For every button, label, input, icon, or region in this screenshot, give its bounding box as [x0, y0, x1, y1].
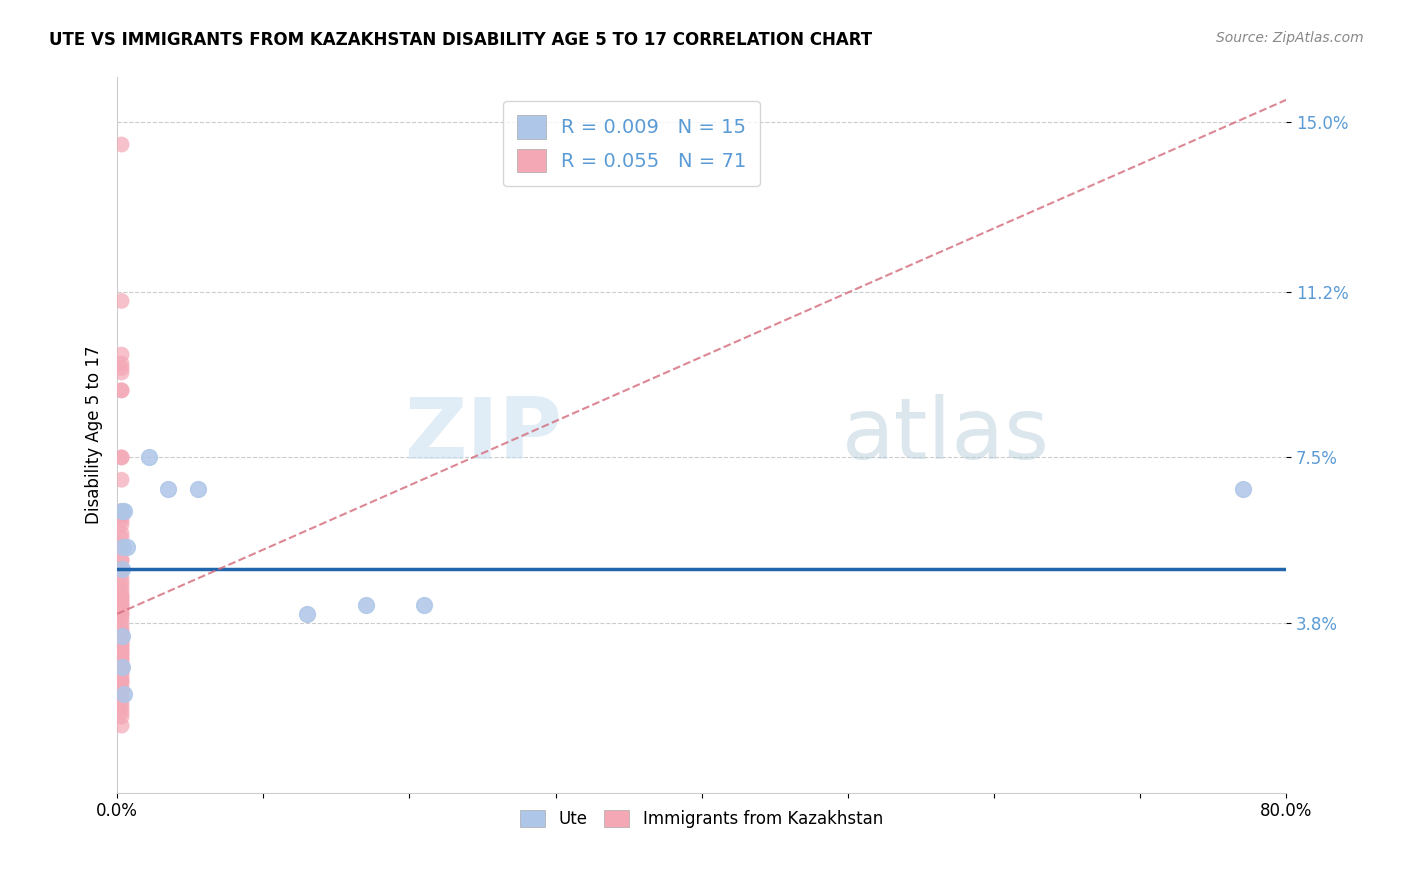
Point — [110, 562, 132, 576]
Point — [112, 540, 135, 554]
Point — [110, 602, 132, 616]
Point — [110, 540, 132, 554]
Point — [110, 553, 132, 567]
Point — [110, 660, 132, 674]
Point — [110, 660, 132, 674]
Text: ZIP: ZIP — [404, 393, 561, 476]
Point — [110, 642, 132, 657]
Point — [110, 593, 132, 607]
Point — [110, 504, 132, 518]
Point — [354, 598, 377, 612]
Point — [110, 709, 132, 723]
Point — [110, 611, 132, 625]
Point — [110, 633, 132, 648]
Point — [110, 580, 132, 594]
Point — [110, 687, 132, 701]
Point — [110, 682, 132, 697]
Point — [110, 607, 132, 621]
Point — [110, 629, 132, 643]
Point — [187, 482, 209, 496]
Point — [110, 660, 132, 674]
Point — [110, 598, 132, 612]
Point — [110, 673, 132, 688]
Point — [110, 575, 132, 590]
Point — [114, 504, 136, 518]
Point — [110, 624, 132, 639]
Point — [110, 540, 132, 554]
Point — [110, 624, 132, 639]
Point — [110, 589, 132, 603]
Point — [110, 633, 132, 648]
Point — [110, 669, 132, 683]
Point — [110, 593, 132, 607]
Point — [157, 482, 180, 496]
Point — [110, 589, 132, 603]
Point — [110, 705, 132, 719]
Point — [117, 540, 139, 554]
Point — [110, 526, 132, 541]
Text: Source: ZipAtlas.com: Source: ZipAtlas.com — [1216, 31, 1364, 45]
Point — [413, 598, 436, 612]
Point — [110, 691, 132, 706]
Point — [138, 450, 160, 465]
Legend: Ute, Immigrants from Kazakhstan: Ute, Immigrants from Kazakhstan — [513, 803, 890, 834]
Point — [110, 700, 132, 714]
Point — [110, 553, 132, 567]
Point — [110, 651, 132, 665]
Point — [110, 504, 132, 518]
Text: UTE VS IMMIGRANTS FROM KAZAKHSTAN DISABILITY AGE 5 TO 17 CORRELATION CHART: UTE VS IMMIGRANTS FROM KAZAKHSTAN DISABI… — [49, 31, 872, 49]
Point — [110, 384, 132, 398]
Point — [110, 361, 132, 376]
Point — [110, 629, 132, 643]
Point — [110, 651, 132, 665]
Point — [110, 638, 132, 652]
Point — [110, 647, 132, 661]
Point — [110, 682, 132, 697]
Point — [110, 562, 132, 576]
Point — [110, 584, 132, 599]
Point — [110, 571, 132, 585]
Point — [110, 620, 132, 634]
Point — [110, 473, 132, 487]
Point — [110, 647, 132, 661]
Point — [110, 508, 132, 523]
Point — [110, 615, 132, 630]
Point — [114, 687, 136, 701]
Point — [110, 607, 132, 621]
Point — [110, 656, 132, 670]
Point — [110, 673, 132, 688]
Point — [110, 450, 132, 465]
Point — [110, 696, 132, 710]
Point — [110, 517, 132, 532]
Point — [110, 678, 132, 692]
Point — [1232, 482, 1254, 496]
Point — [110, 357, 132, 371]
Point — [110, 642, 132, 657]
Point — [110, 508, 132, 523]
Point — [110, 504, 132, 518]
Point — [110, 293, 132, 308]
Text: atlas: atlas — [842, 393, 1050, 476]
Point — [110, 137, 132, 152]
Point — [110, 384, 132, 398]
Point — [110, 348, 132, 362]
Point — [110, 366, 132, 380]
Point — [110, 638, 132, 652]
Point — [110, 718, 132, 732]
Point — [110, 598, 132, 612]
Point — [110, 531, 132, 545]
Point — [110, 665, 132, 679]
Point — [110, 513, 132, 527]
Point — [110, 450, 132, 465]
Point — [110, 665, 132, 679]
Point — [295, 607, 318, 621]
Y-axis label: Disability Age 5 to 17: Disability Age 5 to 17 — [86, 346, 103, 524]
